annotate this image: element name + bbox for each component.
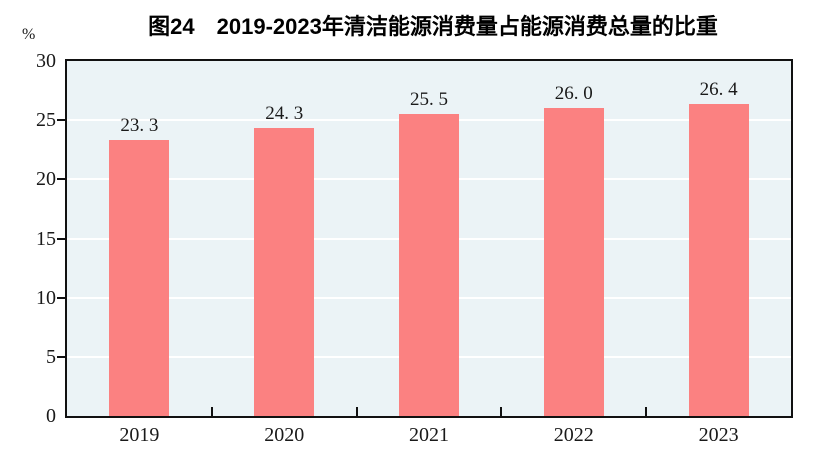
bar-value-label-2019: 23. 3: [120, 115, 159, 137]
y-tick-mark-10: [57, 296, 65, 299]
y-tick-mark-5: [57, 355, 65, 358]
y-axis-unit-label: %: [22, 26, 36, 43]
x-tick-label-2020: 2020: [264, 424, 305, 446]
x-tick-label-2022: 2022: [553, 424, 594, 446]
y-tick-mark-20: [57, 178, 65, 181]
x-tick-label-2021: 2021: [409, 424, 449, 446]
x-tick-mark-2: [355, 407, 358, 416]
bar-2019: [109, 140, 170, 416]
y-tick-label-0: 0: [46, 405, 56, 427]
y-tick-mark-25: [57, 119, 65, 122]
y-tick-label-15: 15: [36, 227, 56, 250]
y-tick-label-5: 5: [46, 345, 56, 368]
x-tick-mark-1: [210, 407, 213, 416]
y-tick-label-30: 30: [36, 50, 56, 72]
bar-value-label-2021: 25. 5: [410, 89, 448, 111]
plot-area: [65, 59, 793, 418]
bar-value-label-2022: 26. 0: [554, 83, 593, 105]
x-tick-mark-4: [645, 407, 648, 416]
chart-title: 图24 2019-2023年清洁能源消费量占能源消费总量的比重: [148, 14, 718, 39]
bar-value-label-2023: 26. 4: [699, 78, 738, 100]
bar-2023: [688, 103, 749, 416]
bar-2022: [543, 108, 604, 416]
bar-2020: [254, 128, 315, 416]
y-tick-label-25: 25: [36, 109, 56, 132]
bar-2021: [399, 114, 459, 416]
y-tick-label-20: 20: [36, 168, 56, 191]
y-tick-label-10: 10: [36, 286, 56, 309]
x-tick-label-2019: 2019: [119, 424, 160, 446]
x-tick-label-2023: 2023: [698, 424, 739, 446]
bar-value-label-2020: 24. 3: [265, 103, 304, 125]
x-tick-mark-3: [500, 407, 503, 416]
y-tick-mark-15: [57, 237, 65, 240]
